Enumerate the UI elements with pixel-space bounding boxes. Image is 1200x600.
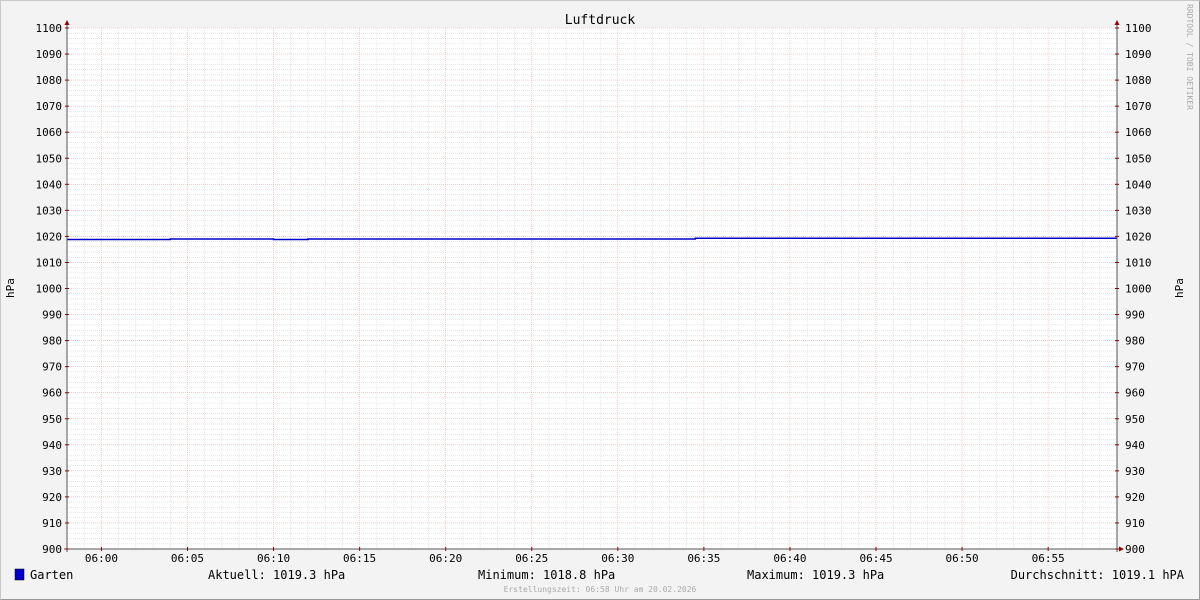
y-tick-label-right: 1060 <box>1125 126 1152 139</box>
x-axis-arrow <box>1119 546 1124 552</box>
x-tick-label: 06:05 <box>171 552 204 565</box>
x-tick-label: 06:50 <box>946 552 979 565</box>
footer-timestamp: Erstellungszeit: 06:58 Uhr am 20.02.2026 <box>504 585 697 594</box>
y-tick-label-left: 1070 <box>36 100 63 113</box>
y-tick-label-left: 1020 <box>36 230 63 243</box>
y-axis-arrow-right <box>1114 20 1120 25</box>
x-tick-label: 06:25 <box>515 552 548 565</box>
y-tick-label-left: 1040 <box>36 178 63 191</box>
x-tick-label: 06:40 <box>773 552 806 565</box>
x-tick-label: 06:10 <box>257 552 290 565</box>
y-tick-label-right: 940 <box>1125 439 1145 452</box>
y-tick-label-left: 940 <box>42 439 62 452</box>
y-tick-label-right: 950 <box>1125 413 1145 426</box>
x-tick-label: 06:15 <box>343 552 376 565</box>
legend-maximum: Maximum: 1019.3 hPa <box>747 568 884 582</box>
y-axis-arrow-left <box>64 20 70 25</box>
y-tick-label-right: 1080 <box>1125 74 1152 87</box>
y-axis-label-left: hPa <box>4 278 17 298</box>
watermark: RRDTOOL / TOBI OETIKER <box>1185 4 1194 110</box>
y-tick-label-left: 930 <box>42 465 62 478</box>
y-tick-label-right: 920 <box>1125 491 1145 504</box>
x-tick-label: 06:30 <box>601 552 634 565</box>
y-tick-label-right: 900 <box>1125 543 1145 556</box>
y-tick-label-right: 910 <box>1125 517 1145 530</box>
y-tick-label-left: 1080 <box>36 74 63 87</box>
y-tick-label-right: 1050 <box>1125 152 1152 165</box>
x-tick-label: 06:45 <box>859 552 892 565</box>
y-tick-label-left: 1060 <box>36 126 63 139</box>
x-tick-label: 06:20 <box>429 552 462 565</box>
x-tick-label: 06:55 <box>1032 552 1065 565</box>
y-tick-label-left: 1030 <box>36 204 63 217</box>
y-tick-label-left: 970 <box>42 361 62 374</box>
series-line-garten <box>67 237 1117 241</box>
y-tick-label-right: 1040 <box>1125 178 1152 191</box>
legend-minimum: Minimum: 1018.8 hPa <box>478 568 615 582</box>
y-tick-label-right: 980 <box>1125 335 1145 348</box>
y-tick-label-right: 1070 <box>1125 100 1152 113</box>
y-tick-label-right: 990 <box>1125 309 1145 322</box>
legend-average: Durchschnitt: 1019.1 hPA <box>1011 568 1185 582</box>
legend-current: Aktuell: 1019.3 hPa <box>208 568 345 582</box>
y-tick-label-right: 1030 <box>1125 204 1152 217</box>
y-tick-label-left: 900 <box>42 543 62 556</box>
legend-series-name: Garten <box>30 568 73 582</box>
y-tick-label-left: 920 <box>42 491 62 504</box>
y-tick-label-left: 910 <box>42 517 62 530</box>
x-tick-label: 06:00 <box>85 552 118 565</box>
y-tick-label-left: 980 <box>42 335 62 348</box>
y-tick-label-right: 960 <box>1125 387 1145 400</box>
y-tick-label-right: 970 <box>1125 361 1145 374</box>
chart-title: Luftdruck <box>565 13 636 28</box>
y-tick-label-left: 1050 <box>36 152 63 165</box>
y-tick-label-right: 930 <box>1125 465 1145 478</box>
y-tick-label-right: 1000 <box>1125 283 1152 296</box>
y-tick-label-left: 950 <box>42 413 62 426</box>
y-tick-label-left: 1100 <box>36 22 63 35</box>
y-tick-label-right: 1090 <box>1125 48 1152 61</box>
y-tick-label-right: 1010 <box>1125 256 1152 269</box>
y-axis-label-right: hPa <box>1173 278 1186 298</box>
y-tick-label-left: 960 <box>42 387 62 400</box>
legend-swatch-garten <box>14 568 25 581</box>
y-tick-label-left: 990 <box>42 309 62 322</box>
y-tick-label-left: 1000 <box>36 283 63 296</box>
x-tick-label: 06:35 <box>687 552 720 565</box>
y-tick-label-right: 1100 <box>1125 22 1152 35</box>
y-tick-label-left: 1010 <box>36 256 63 269</box>
y-tick-label-right: 1020 <box>1125 230 1152 243</box>
y-tick-label-left: 1090 <box>36 48 63 61</box>
